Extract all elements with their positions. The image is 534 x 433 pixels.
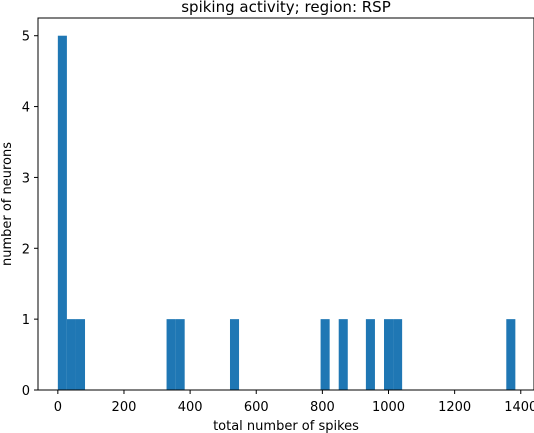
- x-tick-label: 800: [310, 400, 335, 415]
- histogram-bar: [393, 319, 403, 390]
- x-tick-label: 600: [244, 400, 269, 415]
- histogram-bar: [57, 35, 67, 391]
- x-tick-label: 1000: [372, 400, 405, 415]
- x-tick-label: 0: [54, 400, 62, 415]
- histogram-bar: [384, 319, 394, 390]
- y-tick-label: 3: [22, 171, 30, 186]
- x-tick-label: 1200: [438, 400, 471, 415]
- histogram-bar: [229, 319, 240, 390]
- histogram-bar: [338, 319, 348, 390]
- histogram-bar: [166, 319, 176, 390]
- x-tick-label: 1400: [504, 400, 534, 415]
- bars-group: [57, 35, 516, 391]
- y-axis-label: number of neurons: [0, 142, 15, 266]
- y-tick-label: 2: [22, 242, 30, 257]
- y-axis-ticks: 0 1 2 3 4 5: [22, 30, 38, 399]
- x-axis-label: total number of spikes: [213, 419, 359, 433]
- histogram-bar: [365, 319, 375, 390]
- x-tick-label: 200: [112, 400, 137, 415]
- x-axis-ticks: 0 200 400 600 800 1000 1200 1400: [54, 390, 534, 415]
- y-tick-label: 5: [22, 30, 30, 45]
- chart-title: spiking activity; region: RSP: [181, 0, 391, 16]
- histogram-bar: [320, 319, 330, 390]
- histogram-bar: [66, 319, 76, 390]
- histogram-bar: [75, 319, 86, 390]
- y-tick-label: 4: [22, 101, 30, 116]
- y-tick-label: 1: [22, 313, 30, 328]
- y-tick-label: 0: [22, 384, 30, 399]
- x-tick-label: 400: [178, 400, 203, 415]
- histogram-bar: [175, 319, 185, 390]
- histogram-bar: [506, 319, 516, 390]
- plot-frame: [37, 17, 534, 391]
